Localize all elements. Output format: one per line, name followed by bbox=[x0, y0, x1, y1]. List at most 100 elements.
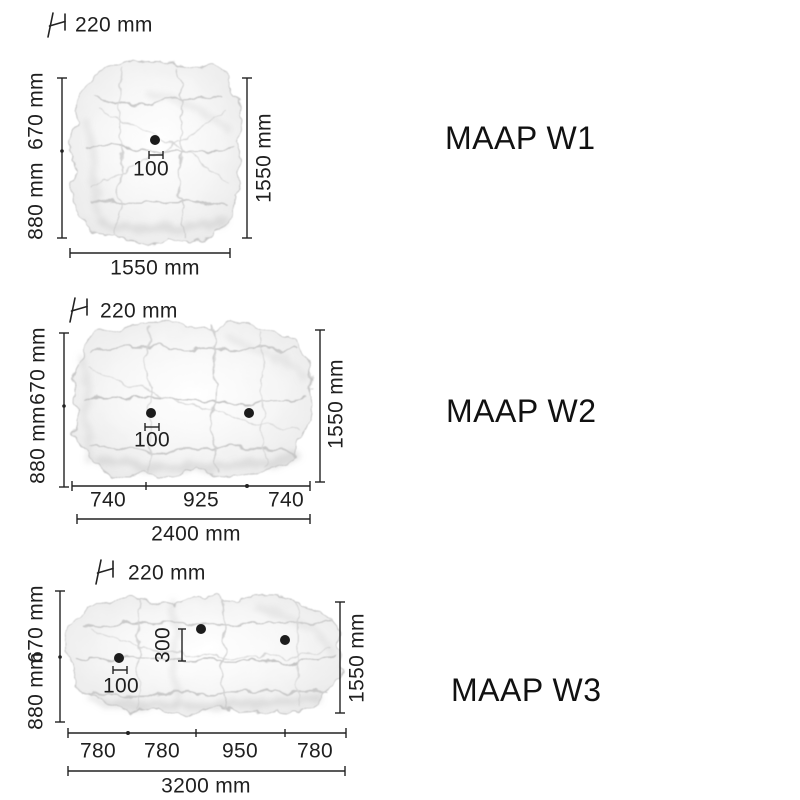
shade-stroke bbox=[96, 454, 300, 472]
depth-symbol-bar bbox=[70, 305, 88, 312]
w2-height-upper-label: 670 mm bbox=[26, 327, 50, 405]
w1-bottom-width-dimension bbox=[69, 248, 231, 258]
dimension-division-dot bbox=[62, 404, 66, 408]
dimension-division-dot bbox=[58, 655, 62, 659]
w1-shape bbox=[71, 60, 242, 245]
w1-width-total-label: 1550 mm bbox=[110, 256, 200, 280]
crease-line bbox=[135, 599, 141, 711]
shade-stroke bbox=[256, 606, 336, 654]
w3-width-total-label: 3200 mm bbox=[161, 774, 251, 798]
w1-height-upper-label: 670 mm bbox=[24, 72, 48, 150]
w1-product-title: MAAP W1 bbox=[445, 120, 596, 156]
w3-mount-dot bbox=[196, 624, 206, 634]
w3-drawing bbox=[55, 559, 347, 776]
crease-line bbox=[85, 144, 235, 154]
w3-mount-dot bbox=[280, 635, 290, 645]
w3-segment-label: 780 bbox=[144, 739, 180, 763]
w1-right-height-dimension bbox=[242, 77, 252, 239]
w2-shape bbox=[72, 321, 313, 481]
w3-total-width-dimension bbox=[67, 766, 346, 776]
w1-depth-label: 220 mm bbox=[75, 13, 153, 37]
w3-segment-label: 780 bbox=[297, 739, 333, 763]
w2-mount-spacing-dimension bbox=[144, 423, 160, 431]
crease-line bbox=[221, 597, 227, 709]
w1-blob bbox=[71, 60, 242, 245]
w2-dimension-lines bbox=[59, 329, 325, 524]
shade-stroke bbox=[226, 336, 308, 382]
shade-stroke bbox=[96, 216, 228, 234]
w3-mount-spacing-dimension bbox=[112, 666, 128, 674]
w1-depth-symbol-icon bbox=[47, 12, 66, 38]
dimension-division-dot bbox=[126, 731, 130, 735]
crease-line bbox=[89, 629, 331, 659]
w2-total-width-dimension bbox=[76, 514, 311, 524]
w2-height-lower-label: 880 mm bbox=[26, 406, 50, 484]
crease-line bbox=[89, 365, 301, 431]
crease-line bbox=[295, 601, 301, 707]
w3-segment-label: 950 bbox=[222, 739, 258, 763]
w1-mount-spacing-dimension bbox=[148, 151, 164, 159]
w1-height-total-label: 1550 mm bbox=[252, 113, 276, 203]
w2-depth-symbol-icon bbox=[69, 297, 88, 323]
w3-height-lower-label: 880 mm bbox=[24, 652, 48, 730]
w1-shading bbox=[84, 91, 230, 234]
w3-mount-spacing-label: 100 bbox=[103, 674, 139, 698]
depth-symbol-bar bbox=[96, 567, 114, 574]
w3-depth-label: 220 mm bbox=[128, 561, 206, 585]
shade-stroke bbox=[168, 596, 182, 710]
crease-line bbox=[145, 325, 151, 475]
crease-line bbox=[211, 323, 219, 473]
w2-segment-label: 740 bbox=[268, 488, 304, 512]
w2-shading bbox=[78, 336, 308, 472]
w3-height-total-label: 1550 mm bbox=[345, 613, 369, 703]
crease-line bbox=[95, 95, 225, 105]
w1-mount-spacing-label: 100 bbox=[133, 157, 169, 181]
w3-mount-vertical-offset-dimension bbox=[178, 628, 186, 662]
w1-mount-dot bbox=[150, 135, 160, 145]
w2-segment-width-dimension bbox=[71, 481, 311, 491]
shade-stroke bbox=[146, 91, 230, 134]
w2-product-title: MAAP W2 bbox=[446, 393, 597, 429]
dimension-division-dot bbox=[245, 484, 249, 488]
w3-shading bbox=[86, 596, 336, 711]
w2-mount-dot bbox=[244, 408, 254, 418]
crease-line bbox=[115, 69, 123, 233]
w3-creases bbox=[75, 597, 333, 711]
w2-left-height-dimension bbox=[59, 332, 69, 488]
w2-mount-spacing-label: 100 bbox=[134, 428, 170, 452]
shade-stroke bbox=[86, 694, 324, 711]
w3-depth-symbol-icon bbox=[95, 559, 114, 585]
w2-height-total-label: 1550 mm bbox=[324, 359, 348, 449]
w3-shape bbox=[65, 595, 342, 715]
shade-stroke bbox=[78, 356, 96, 462]
crease-line bbox=[91, 197, 229, 207]
w1-left-height-dimension bbox=[57, 77, 67, 239]
w3-product-title: MAAP W3 bbox=[451, 672, 602, 708]
w3-left-height-dimension bbox=[55, 590, 65, 723]
w1-drawing bbox=[47, 12, 252, 258]
crease-line bbox=[95, 107, 229, 185]
dimension-division-dot bbox=[60, 149, 64, 153]
w2-segment-label: 925 bbox=[183, 488, 219, 512]
w3-right-height-dimension bbox=[335, 601, 345, 714]
w1-dimension-lines bbox=[57, 77, 252, 258]
w2-depth-label: 220 mm bbox=[100, 299, 178, 323]
shade-stroke bbox=[84, 116, 102, 216]
w1-height-lower-label: 880 mm bbox=[24, 162, 48, 240]
w2-drawing bbox=[59, 297, 325, 524]
w2-mount-dot bbox=[146, 408, 156, 418]
crease-line bbox=[259, 329, 267, 467]
w3-mount-vertical-offset-label: 300 bbox=[151, 627, 175, 663]
crease-line bbox=[177, 65, 187, 239]
w3-mount-dot bbox=[114, 653, 124, 663]
w2-segment-label: 740 bbox=[90, 488, 126, 512]
w3-segment-label: 780 bbox=[80, 739, 116, 763]
w3-dimension-lines bbox=[55, 590, 347, 776]
w2-width-total-label: 2400 mm bbox=[151, 522, 241, 546]
w2-right-height-dimension bbox=[315, 329, 325, 483]
crease-line bbox=[91, 445, 299, 453]
crease-line bbox=[83, 690, 327, 697]
crease-line bbox=[83, 396, 307, 404]
